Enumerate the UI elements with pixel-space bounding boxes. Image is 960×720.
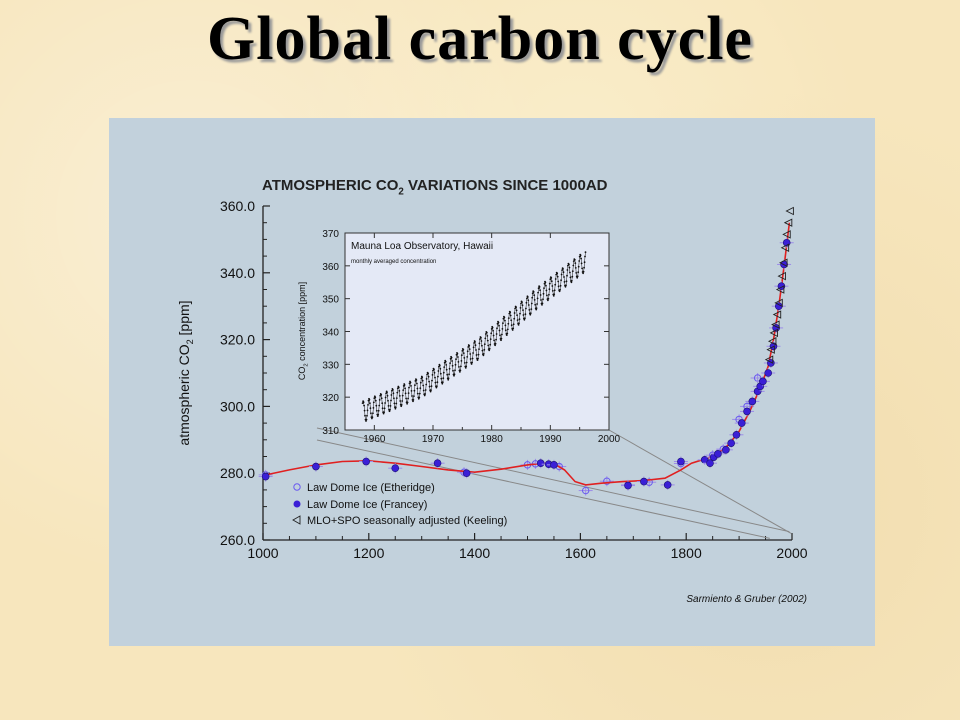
legend-label-etheridge: Law Dome Ice (Etheridge) (307, 482, 435, 494)
francey-point (732, 430, 741, 439)
keeling-point (774, 298, 783, 308)
inset-monthly-line (362, 252, 586, 422)
inset-y-tick-label: 330 (322, 360, 339, 371)
inset-chart: 310 320 330 340 350 360 370 1960 1970 1980 1990 200… (297, 229, 621, 445)
inset-subtitle: monthly averaged concentration (351, 259, 436, 265)
keeling-point (769, 328, 778, 338)
co2-chart: 260.0 280.0 300.0 320.0 340.0 360.0 1000 1200 14… (176, 177, 808, 605)
francey-point (261, 472, 270, 481)
inset-x-tick-label: 1980 (481, 434, 504, 445)
legend-label-keeling: MLO+SPO seasonally adjusted (Keeling) (307, 515, 507, 527)
legend-label-francey: Law Dome Ice (Francey) (307, 499, 427, 511)
inset-y-tick-label: 310 (322, 426, 339, 437)
francey-point (737, 419, 746, 427)
keeling-point (766, 345, 775, 354)
legend-marker-etheridge (293, 483, 301, 491)
keeling-point (767, 337, 777, 346)
francey-point (759, 377, 767, 386)
keeling-point (764, 355, 774, 364)
slide-title: Global carbon cycle (207, 5, 753, 73)
francey-point (391, 464, 400, 472)
keeling-point (771, 320, 780, 329)
francey-point (748, 397, 757, 406)
keeling-point (780, 243, 790, 252)
inset-x-tick-label: 1990 (539, 434, 562, 445)
x-tick-label: 1600 (565, 545, 596, 561)
keeling-point (783, 218, 793, 227)
francey-point (536, 459, 545, 467)
francey-point (462, 469, 471, 478)
inset-y-tick-label: 350 (322, 295, 339, 306)
y-tick-label: 300.0 (220, 398, 255, 414)
inset-connector-line (316, 427, 790, 533)
keeling-point (777, 271, 786, 281)
y-axis-label: atmospheric CO2 [ppm] (176, 300, 195, 445)
francey-point (624, 481, 632, 490)
source-credit: Sarmiento & Gruber (2002) (686, 594, 807, 605)
main-chart: 260.0 280.0 300.0 320.0 340.0 360.0 1000 1200 14… (176, 177, 808, 605)
francey-point (722, 446, 730, 454)
legend-marker-keeling (292, 515, 301, 525)
x-tick-label: 1400 (459, 545, 490, 561)
francey-point (743, 407, 751, 416)
y-tick-label: 260.0 (220, 532, 255, 548)
x-tick-label: 1800 (671, 545, 702, 561)
etheridge-point (581, 486, 590, 495)
francey-point (714, 450, 722, 458)
inset-connector-line (608, 429, 792, 534)
inset-y-tick-label: 340 (322, 328, 339, 339)
y-tick-label: 360.0 (220, 198, 255, 214)
francey-point (550, 461, 558, 469)
francey-point (677, 457, 685, 466)
francey-point (433, 459, 442, 467)
figure-panel: 260.0 280.0 300.0 320.0 340.0 360.0 1000 1200 14… (109, 118, 875, 646)
y-tick-label: 340.0 (220, 265, 255, 281)
francey-point (640, 477, 648, 486)
y-tick-label: 280.0 (220, 465, 255, 481)
francey-point (362, 457, 370, 466)
francey-point (764, 369, 772, 377)
keeling-point (785, 206, 794, 216)
francey-point (727, 439, 735, 447)
francey-point (663, 481, 672, 489)
francey-point (706, 459, 714, 467)
chart-title: ATMOSPHERIC CO2 VARIATIONS SINCE 1000AD (262, 177, 608, 198)
inset-y-tick-label: 360 (322, 262, 339, 273)
x-tick-label: 2000 (776, 545, 807, 561)
inset-y-tick-label: 320 (322, 393, 339, 404)
francey-point (312, 462, 320, 471)
inset-x-tick-label: 1960 (363, 434, 386, 445)
keeling-point (772, 310, 782, 319)
inset-x-tick-label: 2000 (598, 434, 621, 445)
x-tick-label: 1000 (247, 545, 278, 561)
inset-x-tick-label: 1970 (422, 434, 445, 445)
spline-fit-line (262, 222, 791, 486)
inset-title: Mauna Loa Observatory, Hawaii (351, 241, 493, 252)
inset-y-axis-label: CO2 concentration [ppm] (297, 282, 310, 380)
keeling-point (775, 285, 785, 294)
inset-connector-line (316, 439, 770, 539)
legend-marker-francey (293, 500, 301, 508)
inset-y-tick-label: 370 (322, 229, 339, 240)
y-tick-label: 320.0 (220, 332, 255, 348)
etheridge-point (603, 477, 611, 485)
x-tick-label: 1200 (353, 545, 384, 561)
keeling-point (782, 230, 791, 239)
keeling-point (779, 258, 788, 268)
